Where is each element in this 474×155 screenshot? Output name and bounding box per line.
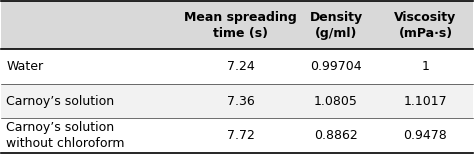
Text: 0.9478: 0.9478 [404, 129, 447, 142]
Text: Mean spreading
time (s): Mean spreading time (s) [184, 11, 297, 40]
Text: Water: Water [6, 60, 43, 73]
Text: Carnoy’s solution: Carnoy’s solution [6, 95, 114, 108]
FancyBboxPatch shape [1, 118, 473, 153]
Text: 7.72: 7.72 [227, 129, 255, 142]
FancyBboxPatch shape [1, 49, 473, 84]
Text: 1: 1 [421, 60, 429, 73]
Text: Viscosity
(mPa·s): Viscosity (mPa·s) [394, 11, 456, 40]
Text: 1.1017: 1.1017 [404, 95, 447, 108]
FancyBboxPatch shape [1, 84, 473, 118]
Text: 0.99704: 0.99704 [310, 60, 362, 73]
Text: 1.0805: 1.0805 [314, 95, 358, 108]
Text: Carnoy’s solution
without chloroform: Carnoy’s solution without chloroform [6, 121, 125, 150]
Text: Density
(g/ml): Density (g/ml) [310, 11, 363, 40]
FancyBboxPatch shape [1, 1, 473, 49]
Text: 0.8862: 0.8862 [314, 129, 358, 142]
Text: 7.24: 7.24 [227, 60, 255, 73]
Text: 7.36: 7.36 [227, 95, 255, 108]
